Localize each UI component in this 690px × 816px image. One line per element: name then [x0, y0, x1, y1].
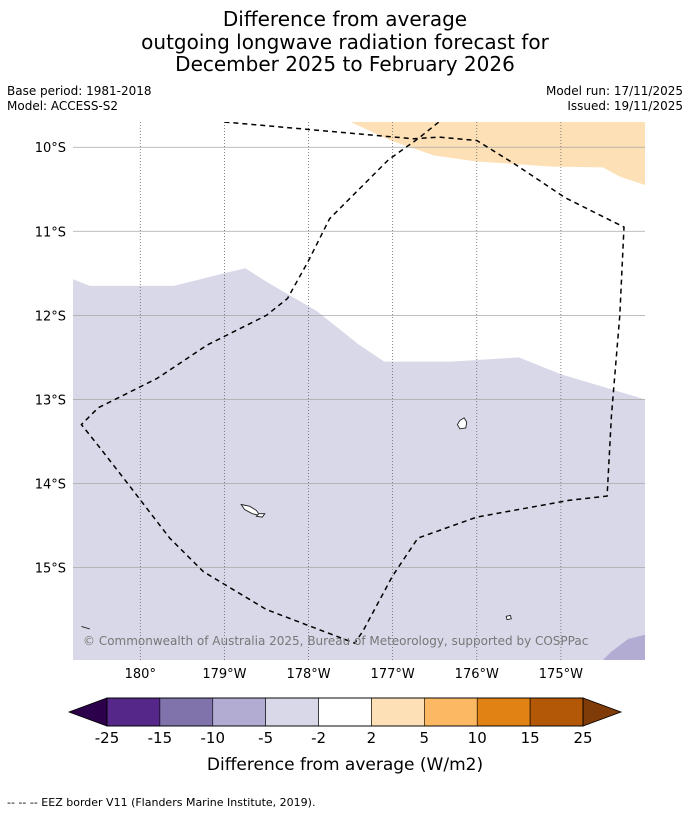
island-a	[456, 417, 468, 430]
colorbar-swatch-4	[318, 697, 372, 727]
island-d	[505, 614, 512, 621]
title-line-3: December 2025 to February 2026	[175, 52, 515, 76]
island-e	[81, 625, 90, 630]
lat-tick-label-2: 12°S	[35, 309, 66, 324]
anomaly-region-1	[73, 268, 645, 660]
chart-title: Difference from average outgoing longwav…	[0, 8, 690, 76]
model-name: Model: ACCESS-S2	[7, 99, 119, 113]
lat-tick-label-1: 11°S	[35, 225, 66, 240]
colorbar-swatch-8	[529, 697, 584, 727]
copyright-text: © Commonwealth of Australia 2025, Bureau…	[83, 634, 588, 648]
title-line-1: Difference from average	[222, 7, 468, 31]
colorbar-swatch-6	[424, 697, 478, 727]
meta-right: Model run: 17/11/2025 Issued: 19/11/2025	[546, 84, 683, 114]
colorbar-tick-label-9: 25	[573, 729, 592, 747]
colorbar-tick-label-2: -10	[201, 729, 226, 747]
lat-tick-label-3: 13°S	[35, 393, 66, 408]
colorbar-tick-label-0: -25	[95, 729, 120, 747]
colorbar-tick-label-5: 2	[367, 729, 377, 747]
lon-tick-label-4: 176°W	[455, 667, 499, 682]
colorbar-tick-label-3: -5	[258, 729, 273, 747]
title-line-2: outgoing longwave radiation forecast for	[141, 29, 549, 54]
meta-left: Base period: 1981-2018 Model: ACCESS-S2	[7, 84, 152, 114]
model-run: Model run: 17/11/2025	[545, 84, 683, 98]
island-c	[255, 513, 266, 518]
colorbar-swatch-7	[476, 697, 531, 727]
colorbar-tick-label-4: -2	[311, 729, 326, 747]
colorbar-swatch-5	[371, 697, 425, 727]
colorbar-tick-label-8: 15	[521, 729, 540, 747]
footnote: -- -- -- EEZ border V11 (Flanders Marine…	[7, 796, 316, 809]
colorbar-label: Difference from average (W/m2)	[207, 755, 483, 775]
colorbar-swatch-1	[159, 697, 214, 727]
eez-border-line	[80, 122, 625, 645]
colorbar-under-arrow	[67, 697, 108, 727]
lon-tick-label-1: 179°W	[202, 667, 246, 682]
lon-tick-label-5: 175°W	[539, 667, 583, 682]
island-g	[224, 659, 225, 660]
colorbar-tick-label-6: 5	[420, 729, 430, 747]
colorbar-tick-label-1: -15	[148, 729, 173, 747]
lat-tick-label-0: 10°S	[35, 141, 66, 156]
anomaly-region-2	[602, 634, 645, 660]
lat-tick-label-5: 15°S	[35, 562, 66, 577]
lon-tick-label-3: 177°W	[371, 667, 415, 682]
colorbar-swatch-3	[265, 697, 319, 727]
colorbar-swatch-0	[106, 697, 161, 727]
anomaly-region-0	[73, 122, 645, 185]
island-f	[56, 210, 58, 212]
colorbar-over-arrow	[582, 697, 623, 727]
colorbar-swatch-2	[212, 697, 266, 727]
lat-tick-label-4: 14°S	[35, 477, 66, 492]
base-period: Base period: 1981-2018	[7, 84, 152, 98]
lon-tick-label-2: 178°W	[286, 667, 330, 682]
lon-tick-label-0: 180°	[125, 667, 156, 682]
colorbar-frame	[106, 697, 584, 727]
colorbar-tick-label-7: 10	[468, 729, 487, 747]
issued-date: Issued: 19/11/2025	[567, 99, 683, 113]
